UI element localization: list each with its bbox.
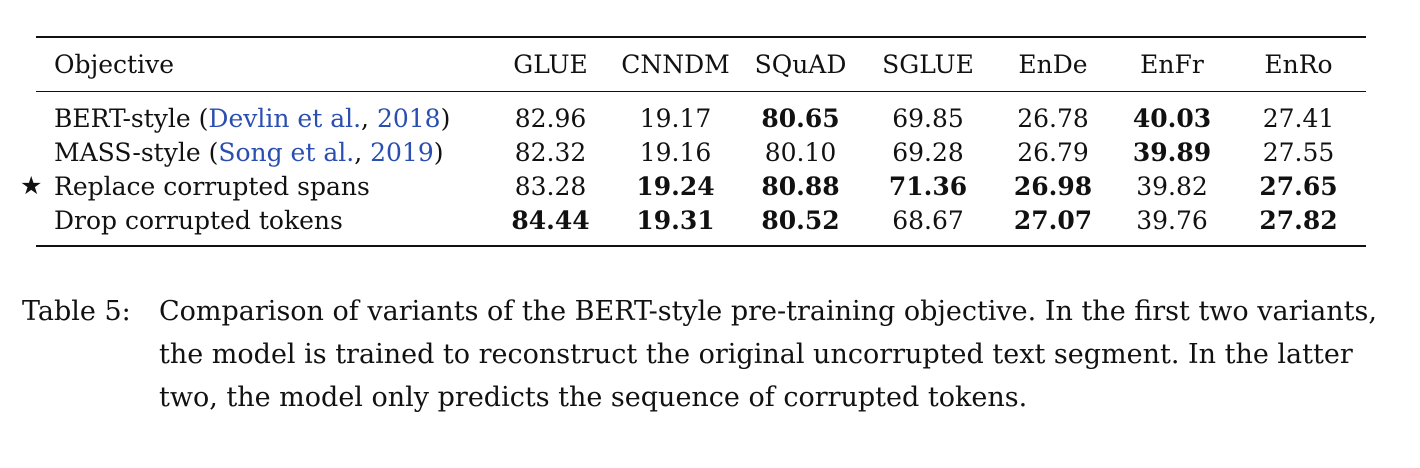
header-glue: GLUE	[513, 50, 588, 79]
table-caption: Table 5: Comparison of variants of the B…	[22, 290, 1392, 419]
citation-separator: ,	[361, 103, 377, 133]
value-cell: 27.65	[1259, 171, 1338, 201]
value-cell: 82.32	[514, 137, 587, 167]
citation-separator: ,	[354, 137, 371, 167]
value-cell: 19.17	[639, 103, 712, 133]
header-objective: Objective	[54, 50, 175, 79]
table-header-rule	[36, 91, 1366, 92]
table-row: BERT-style (Devlin et al., 2018) 82.96 1…	[36, 92, 1366, 135]
objective-cell: ★ Replace corrupted spans	[20, 169, 488, 203]
header-ende: EnDe	[1018, 50, 1088, 79]
citation-author-link[interactable]: Devlin et al.	[208, 103, 362, 133]
objective-cell: MASS-style (Song et al., 2019)	[36, 135, 488, 169]
value-cell: 19.16	[639, 137, 712, 167]
objective-suffix: )	[433, 137, 444, 167]
value-cell: 69.28	[892, 137, 964, 167]
objective-suffix: )	[440, 103, 451, 133]
table-header-row: Objective GLUE CNNDM SQuAD SGLUE EnDe En…	[36, 38, 1366, 91]
header-squad: SQuAD	[754, 50, 847, 79]
objective-cell: Drop corrupted tokens	[36, 203, 488, 245]
header-cnndm: CNNDM	[621, 50, 730, 79]
objective-label: MASS-style (	[54, 137, 219, 167]
value-cell: 69.85	[892, 103, 964, 133]
value-cell: 26.98	[1013, 171, 1093, 201]
table-row: ★ Replace corrupted spans 83.28 19.24 80.…	[20, 169, 1366, 203]
table-row: Drop corrupted tokens 84.44 19.31 80.52 …	[36, 203, 1366, 245]
value-cell: 80.10	[764, 137, 837, 167]
citation-year-link[interactable]: 2018	[376, 103, 441, 133]
header-enfr: EnFr	[1140, 50, 1204, 79]
star-icon: ★	[20, 170, 43, 200]
header-sglue: SGLUE	[882, 50, 974, 79]
table-row: MASS-style (Song et al., 2019) 82.32 19.…	[36, 135, 1366, 169]
objective-label: Drop corrupted tokens	[54, 205, 343, 235]
value-cell: 19.24	[636, 171, 715, 201]
caption-label: Table 5:	[22, 296, 131, 327]
value-cell: 68.67	[892, 205, 964, 235]
caption-text: Comparison of variants of the BERT-style…	[159, 296, 1377, 413]
value-cell: 71.36	[888, 171, 968, 201]
value-cell: 27.41	[1262, 103, 1335, 133]
value-cell: 80.52	[761, 205, 840, 235]
table-bottom-rule	[36, 245, 1366, 247]
citation-author-link[interactable]: Song et al.	[218, 137, 355, 167]
value-cell: 27.82	[1259, 205, 1338, 235]
citation-year-link[interactable]: 2019	[370, 137, 434, 167]
value-cell: 82.96	[514, 103, 587, 133]
objective-cell: BERT-style (Devlin et al., 2018)	[36, 92, 488, 135]
value-cell: 84.44	[511, 205, 590, 235]
value-cell: 26.79	[1017, 137, 1089, 167]
value-cell: 27.55	[1262, 137, 1335, 167]
value-cell: 19.31	[636, 205, 715, 235]
table-top-rule	[36, 36, 1366, 38]
objective-label: Replace corrupted spans	[54, 171, 370, 201]
results-table: Objective GLUE CNNDM SQuAD SGLUE EnDe En…	[20, 36, 1366, 247]
value-cell: 80.65	[761, 103, 840, 133]
value-cell: 27.07	[1013, 205, 1093, 235]
value-cell: 40.03	[1132, 103, 1212, 133]
value-cell: 80.88	[761, 171, 840, 201]
value-cell: 39.82	[1136, 171, 1208, 201]
objective-label: BERT-style (	[54, 103, 209, 133]
value-cell: 26.78	[1017, 103, 1089, 133]
value-cell: 83.28	[514, 171, 587, 201]
value-cell: 39.89	[1132, 137, 1212, 167]
header-enro: EnRo	[1264, 50, 1333, 79]
value-cell: 39.76	[1136, 205, 1208, 235]
